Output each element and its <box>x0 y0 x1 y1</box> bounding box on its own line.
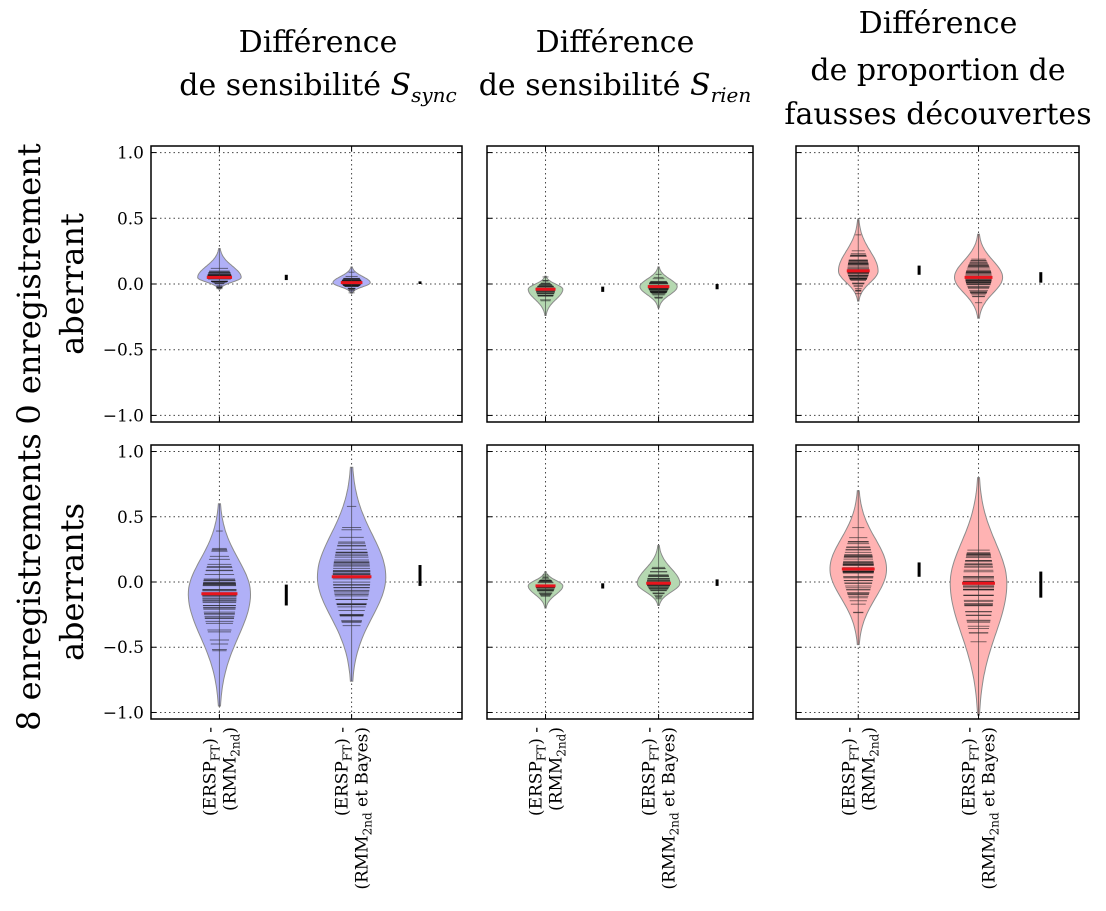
y-tick-label: 1.0 <box>117 144 144 164</box>
y-tick-label: 0.0 <box>117 573 144 593</box>
panel-r2-c3: (ERSPFT) -(RMM2nd)(ERSPFT) -(RMM2nd et B… <box>795 444 1080 890</box>
column-title-line3: fausses découvertes <box>784 97 1091 132</box>
x-tick-label-line1: (ERSPFT) - <box>640 727 662 816</box>
y-ticks: 1.0 0.5 0.0 −0.5 −1.0 <box>103 144 462 426</box>
x-tick-label-line2: (RMM2nd) <box>220 727 242 811</box>
violin-points-1 <box>536 571 556 609</box>
column-title-3: Différence de proportion de fausses découv… <box>784 6 1091 132</box>
violins <box>187 466 387 707</box>
x-tick-label-line2: (RMM2nd et Bayes) <box>980 727 1002 890</box>
x-tick-label-line1: (ERSPFT) - <box>333 727 355 816</box>
x-tick-label-2: (ERSPFT) -(RMM2nd et Bayes) <box>960 727 1002 890</box>
x-tick-label-line2: (RMM2nd et Bayes) <box>353 727 375 890</box>
row-title-line1: 8 enregistrements <box>10 433 48 731</box>
column-title-line1: Différence <box>536 25 695 60</box>
panel-r1-c1: 1.0 0.5 0.0 −0.5 −1.0 <box>103 144 463 426</box>
violins <box>527 266 678 316</box>
y-tick-label: 0.5 <box>117 209 144 229</box>
y-ticks <box>487 146 753 422</box>
column-title-line2: de proportion de <box>810 53 1065 88</box>
y-ticks <box>487 445 753 719</box>
row-title-line1: 0 enregistrement <box>10 143 48 424</box>
column-title-1: Différence de sensibilité Ssync <box>179 25 457 107</box>
violins <box>838 219 1004 319</box>
violin-points-2 <box>341 266 362 294</box>
x-tick-label-line2: (RMM2nd) <box>547 727 569 811</box>
x-tick-label-line1: (ERSPFT) - <box>839 727 861 816</box>
panels: 1.0 0.5 0.0 −0.5 −1.0 1.0 0.5 0.0 −0.5 −1.0 (ERSPF… <box>103 144 1080 890</box>
x-tick-label-1: (ERSPFT) -(RMM2nd) <box>527 727 569 816</box>
violin-points-2 <box>962 477 995 716</box>
grid-lines <box>487 445 753 719</box>
violin-points-2 <box>332 467 371 682</box>
panel-r2-c2: (ERSPFT) -(RMM2nd)(ERSPFT) -(RMM2nd et B… <box>486 444 754 890</box>
grid-lines <box>796 146 1079 422</box>
x-tick-label-line2: (RMM2nd) <box>859 727 881 811</box>
panel-r2-c1: 1.00.50.0−0.5−1.0(ERSPFT) -(RMM2nd)(ERSP… <box>103 443 463 890</box>
y-tick-label: −0.5 <box>103 341 144 361</box>
y-tick-label: −1.0 <box>103 703 144 723</box>
violin-points-1 <box>847 219 870 302</box>
violins <box>527 545 681 609</box>
y-tick-label: −0.5 <box>103 638 144 658</box>
violins <box>197 248 371 294</box>
row-title-line2: aberrants <box>53 503 91 661</box>
x-tick-label-1: (ERSPFT) -(RMM2nd) <box>839 727 881 816</box>
violin-points-1 <box>202 503 237 706</box>
y-ticks <box>796 146 1079 422</box>
x-tick-label-1: (ERSPFT) -(RMM2nd) <box>200 727 242 816</box>
column-title-line1: Différence <box>859 6 1018 41</box>
panel-r1-c3 <box>795 145 1080 423</box>
x-tick-label-2: (ERSPFT) -(RMM2nd et Bayes) <box>333 727 375 890</box>
grid-lines <box>151 146 462 422</box>
panel-r1-c2 <box>486 145 754 423</box>
y-ticks <box>796 445 1079 719</box>
y-tick-label: −1.0 <box>103 406 144 426</box>
column-title-line1: Différence <box>239 25 398 60</box>
violins <box>829 477 1008 716</box>
column-title-2: Différence de sensibilité Srien <box>479 25 752 107</box>
y-ticks: 1.0 0.5 0.0 −0.5 −1.0 <box>103 443 462 723</box>
x-tick-label-line1: (ERSPFT) - <box>200 727 222 816</box>
row-title-1: 0 enregistrement aberrant <box>10 143 91 424</box>
x-tick-label-line2: (RMM2nd et Bayes) <box>660 727 682 890</box>
y-tick-label: 0.0 <box>117 275 144 295</box>
column-title-line2: de sensibilité Srien <box>479 68 752 107</box>
row-title-line2: aberrant <box>53 213 91 355</box>
column-title-line2: de sensibilité Ssync <box>179 68 457 107</box>
panel-frame <box>795 145 1080 423</box>
x-tick-label-line1: (ERSPFT) - <box>960 727 982 816</box>
y-tick-label: 1.0 <box>117 443 144 463</box>
x-tick-label-line1: (ERSPFT) - <box>527 727 549 816</box>
violin-points-2 <box>646 545 671 606</box>
panel-frame <box>150 145 463 423</box>
row-title-2: 8 enregistrements aberrants <box>10 433 91 731</box>
grid-lines <box>487 146 753 422</box>
y-tick-label: 0.5 <box>117 508 144 528</box>
x-tick-label-2: (ERSPFT) -(RMM2nd et Bayes) <box>640 727 682 890</box>
